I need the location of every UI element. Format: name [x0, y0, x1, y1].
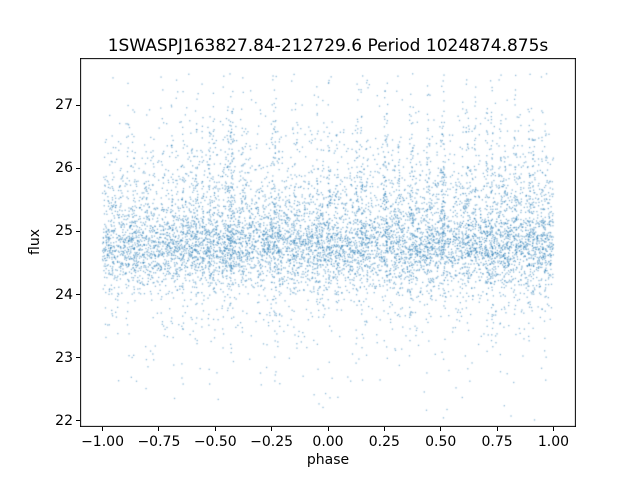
x-tick-label: 0.50 [425, 434, 457, 450]
x-axis-label: phase [306, 452, 350, 468]
x-tick-label: −0.25 [250, 434, 294, 450]
x-tick-label: 0.00 [312, 434, 344, 450]
x-tick-label: 0.75 [481, 434, 513, 450]
x-tick-mark [271, 427, 273, 431]
y-tick-label: 26 [55, 160, 73, 177]
x-tick-mark [552, 427, 554, 431]
x-tick-label: −1.00 [81, 434, 124, 450]
x-tick-mark [440, 427, 442, 431]
x-tick-label: −0.75 [137, 434, 181, 450]
x-tick-mark [102, 427, 104, 431]
plot-title: 1SWASPJ163827.84-212729.6 Period 1024874… [107, 36, 549, 56]
y-tick-label: 22 [55, 412, 73, 429]
x-tick-label: −0.50 [193, 434, 237, 450]
x-tick-mark [214, 427, 216, 431]
plot-area [80, 58, 576, 427]
x-tick-mark [327, 427, 329, 431]
x-tick-mark [158, 427, 160, 431]
x-tick-label: 0.25 [368, 434, 400, 450]
scatter-canvas [80, 58, 576, 427]
y-tick-label: 23 [55, 349, 73, 366]
y-tick-label: 27 [55, 97, 73, 114]
y-axis-label: flux [27, 229, 43, 255]
x-tick-mark [383, 427, 385, 431]
x-tick-mark [496, 427, 498, 431]
y-tick-label: 24 [55, 286, 73, 303]
x-tick-label: 1.00 [537, 434, 570, 450]
